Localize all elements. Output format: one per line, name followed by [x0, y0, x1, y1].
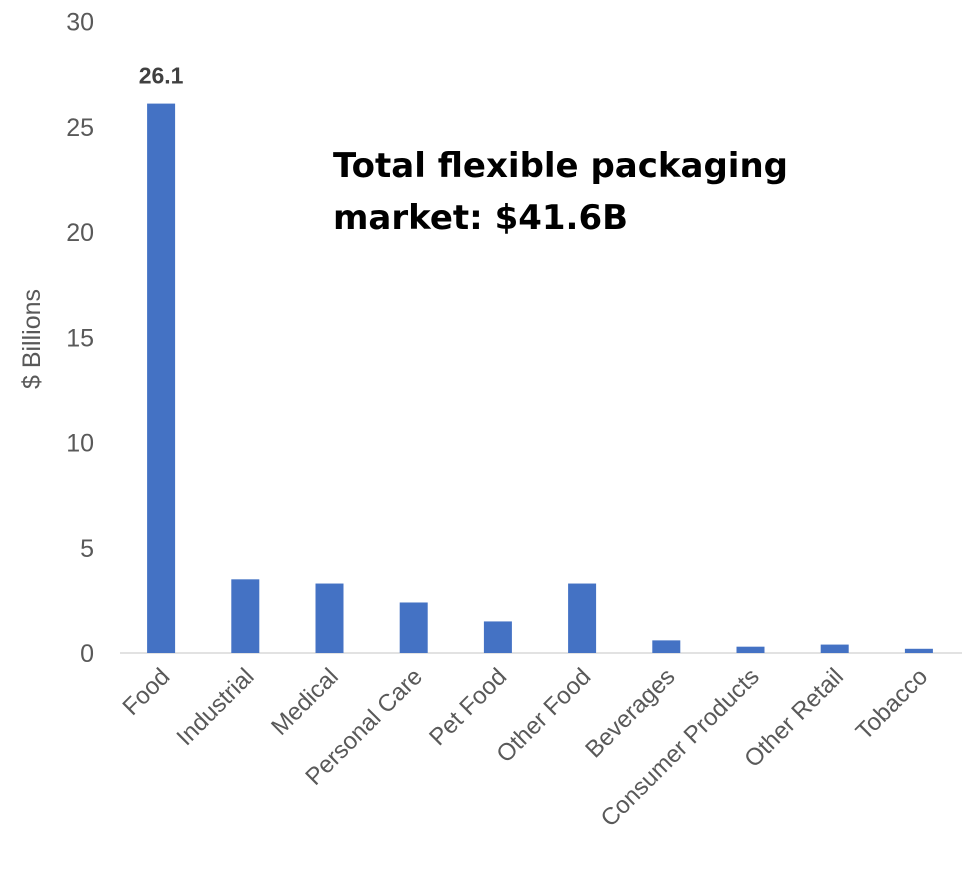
x-category-label: Consumer Products — [596, 663, 765, 832]
x-category-label: Industrial — [172, 663, 260, 751]
data-label: 26.1 — [139, 63, 184, 89]
data-labels: 26.1 — [139, 63, 184, 89]
y-tick-label: 25 — [66, 114, 94, 142]
bar-industrial — [231, 579, 260, 653]
y-axis-label: $ Billions — [18, 289, 46, 389]
bar-other-food — [568, 583, 597, 653]
bar-pet-food — [483, 621, 512, 653]
y-tick-label: 20 — [66, 219, 94, 247]
y-tick-label: 5 — [80, 535, 94, 563]
bar-other-retail — [820, 644, 849, 653]
x-category-label: Tobacco — [851, 663, 933, 745]
bar-medical — [315, 583, 344, 653]
x-category-label: Pet Food — [424, 663, 512, 751]
bar-beverages — [652, 640, 681, 653]
bar-consumer-products — [736, 646, 765, 653]
bars — [147, 103, 933, 654]
bar-food — [147, 103, 176, 654]
y-axis-ticks: 0 5 10 15 20 25 30 — [66, 9, 94, 669]
y-tick-label: 0 — [80, 640, 94, 668]
annotation-line-1: Total flexible packaging — [333, 146, 788, 186]
y-tick-label: 30 — [66, 9, 94, 37]
total-market-annotation: Total flexible packaging market: $41.6B — [333, 140, 853, 244]
x-category-label: Food — [118, 663, 176, 721]
bar-personal-care — [399, 602, 428, 653]
x-category-label: Medical — [266, 663, 344, 741]
bar-tobacco — [904, 648, 933, 653]
y-tick-label: 15 — [66, 324, 94, 352]
y-tick-label: 10 — [66, 430, 94, 458]
annotation-line-2: market: $41.6B — [333, 198, 629, 238]
